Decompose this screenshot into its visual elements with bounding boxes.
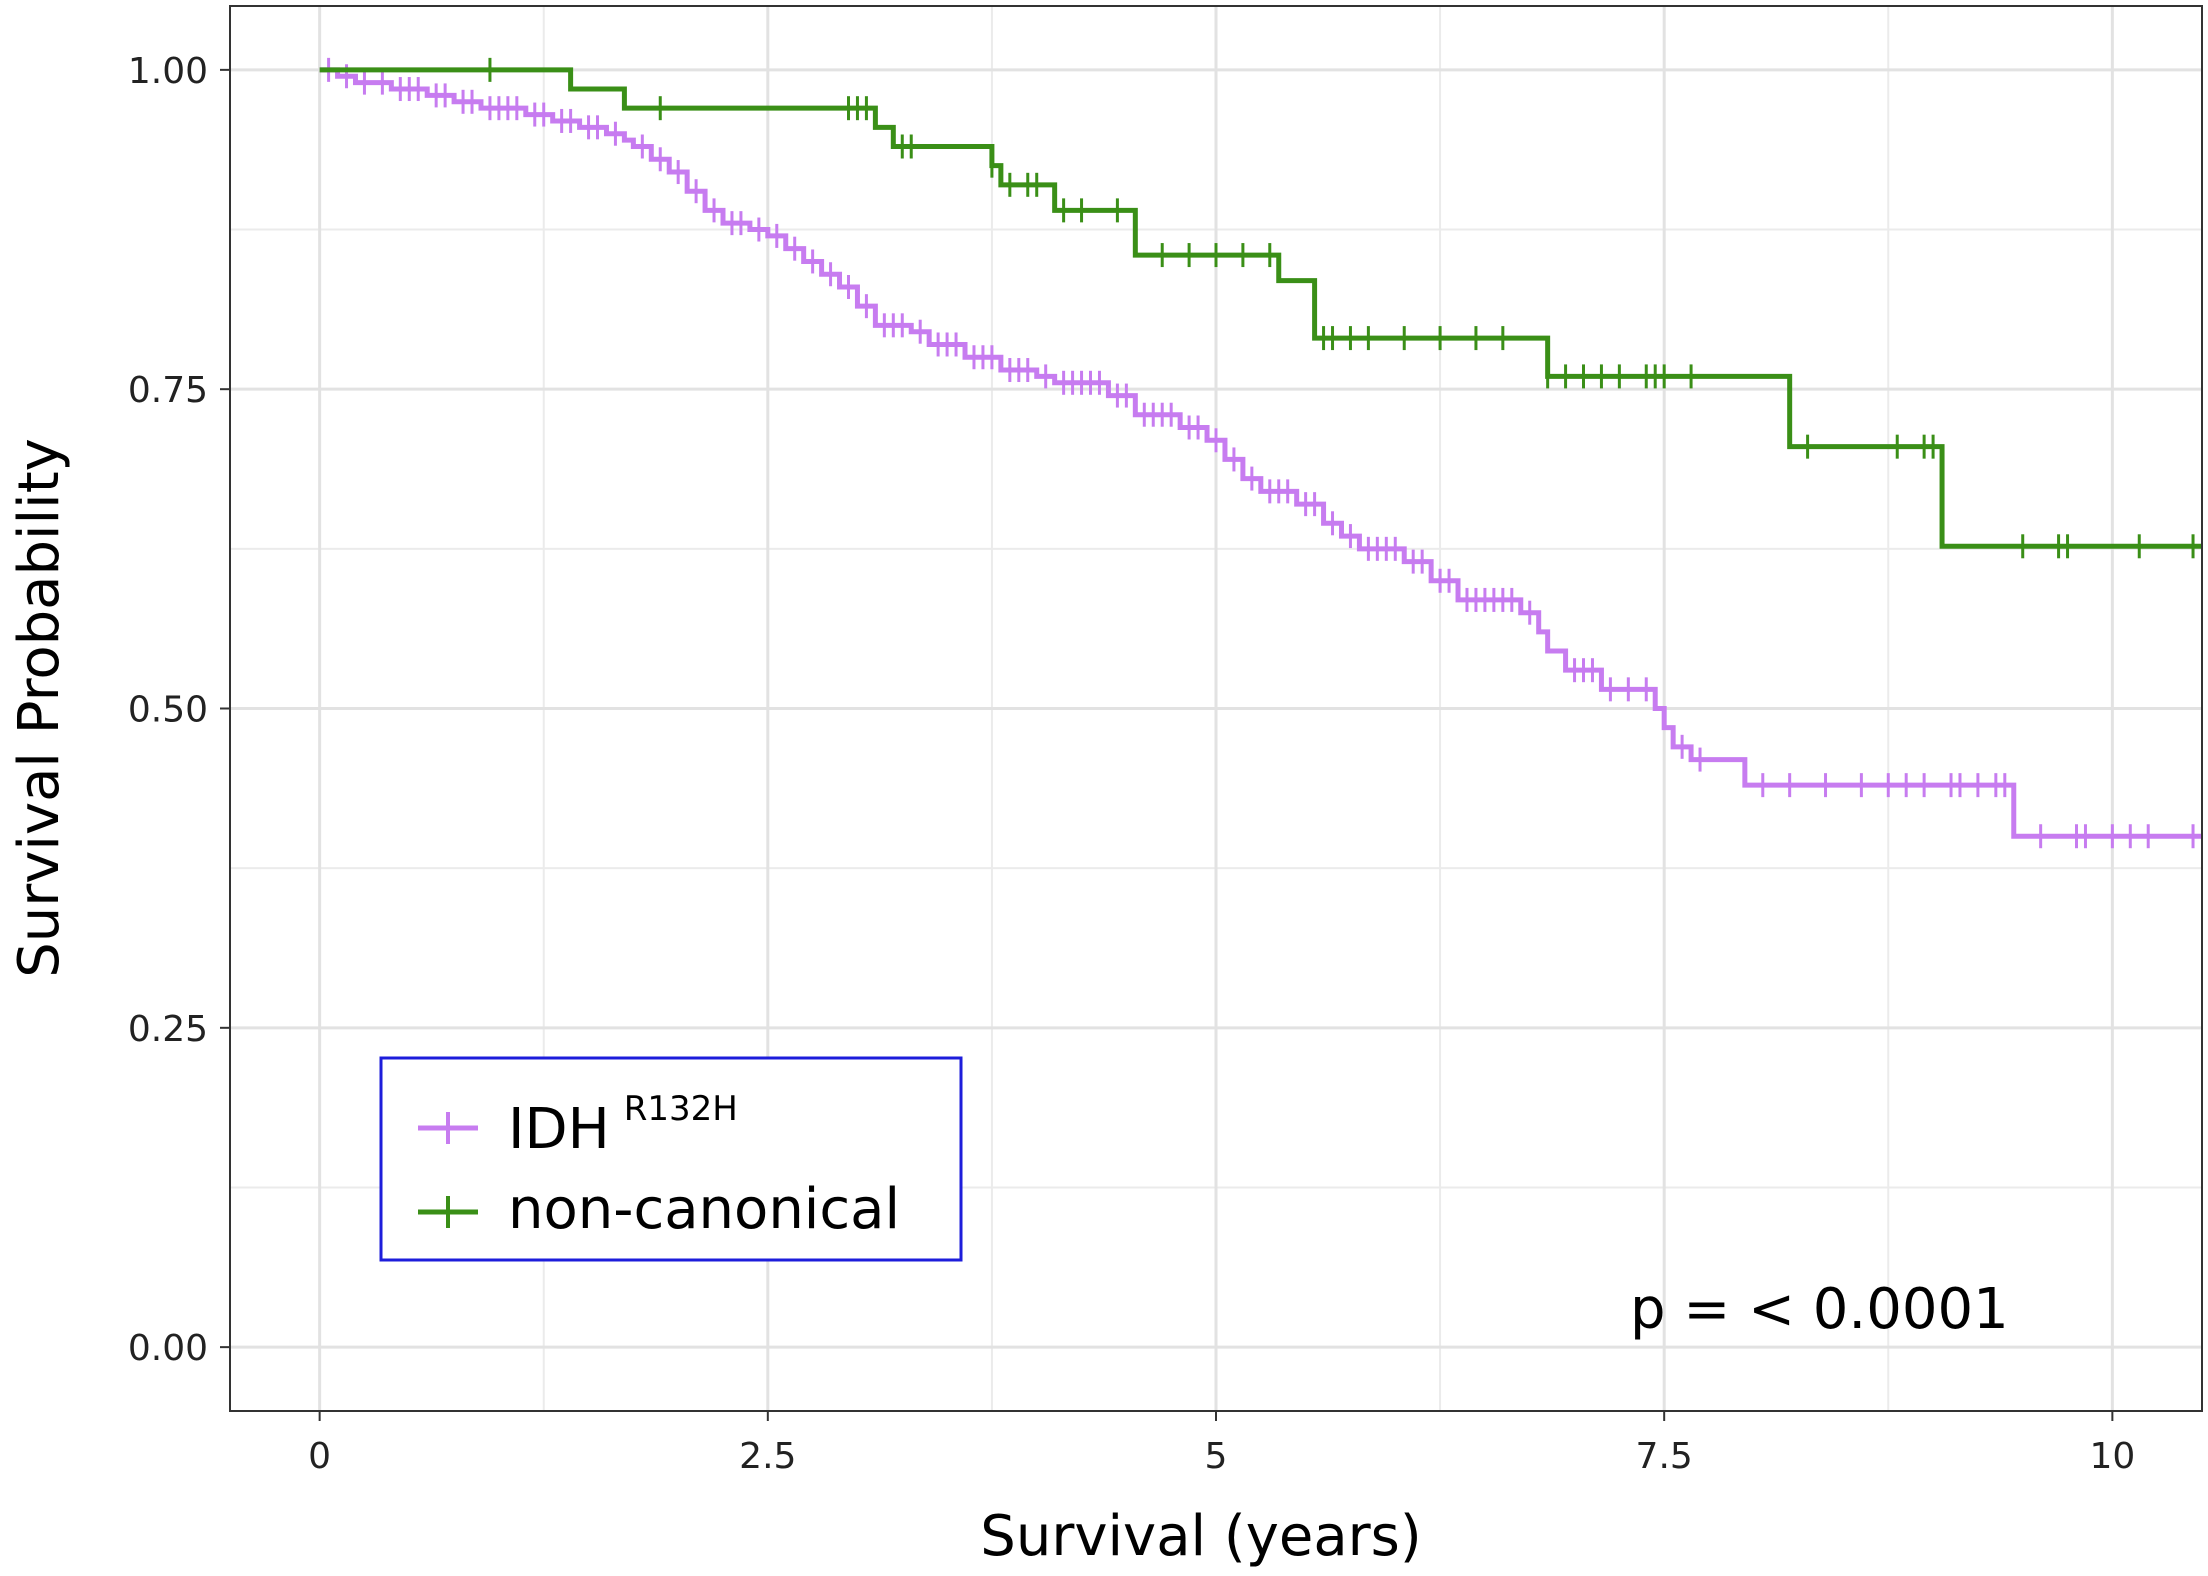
legend-label-non-canonical: non-canonical bbox=[508, 1177, 900, 1242]
y-tick-label: 0.75 bbox=[128, 370, 208, 411]
grid-lines bbox=[230, 6, 2202, 1411]
axis-ticks: 0 2.5 5 7.5 10 0.00 0.25 0.50 0.75 1.00 bbox=[128, 51, 2135, 1477]
legend-key-idh bbox=[418, 1112, 478, 1144]
legend-key-non-canonical bbox=[418, 1196, 478, 1228]
x-axis-title: Survival (years) bbox=[980, 1504, 1421, 1569]
series-line-non-canonical bbox=[319, 67, 2202, 549]
series-layer bbox=[319, 57, 2202, 849]
p-value-annotation: p = < 0.0001 bbox=[1630, 1277, 2009, 1342]
x-tick-label: 2.5 bbox=[739, 1436, 796, 1477]
x-tick-label: 5 bbox=[1205, 1436, 1228, 1477]
x-tick-label: 10 bbox=[2089, 1436, 2135, 1477]
y-tick-label: 0.25 bbox=[128, 1009, 208, 1050]
x-tick-label: 7.5 bbox=[1636, 1436, 1693, 1477]
legend-label-idh-name: IDH bbox=[508, 1097, 610, 1162]
y-tick-label: 0.50 bbox=[128, 690, 208, 731]
legend: IDH R132H non-canonical bbox=[379, 1056, 963, 1262]
legend-label-idh-superscript: R132H bbox=[624, 1089, 738, 1129]
y-tick-label: 0.00 bbox=[128, 1328, 208, 1369]
y-tick-label: 1.00 bbox=[128, 51, 208, 92]
x-tick-label: 0 bbox=[308, 1436, 331, 1477]
y-axis-title: Survival Probability bbox=[7, 438, 72, 978]
legend-label-idh: IDH R132H bbox=[508, 1089, 738, 1162]
legend-box bbox=[379, 1056, 963, 1262]
